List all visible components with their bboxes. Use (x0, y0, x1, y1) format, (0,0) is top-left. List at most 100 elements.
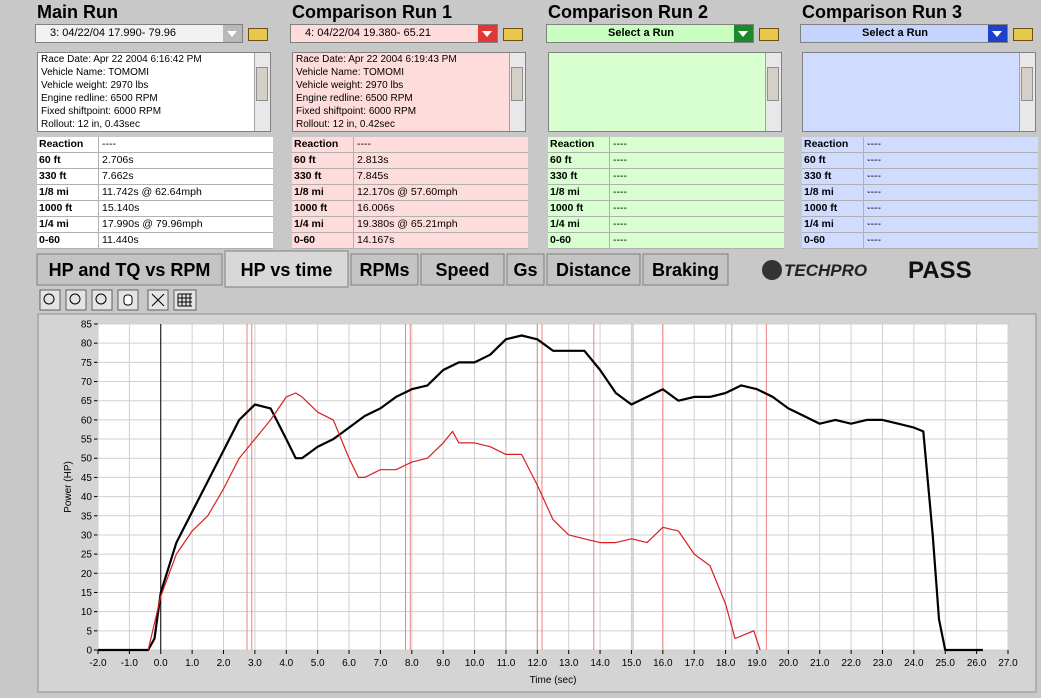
open-folder-button[interactable] (248, 28, 268, 41)
y-tick-label: 10 (81, 607, 93, 618)
stat-value: ---- (613, 154, 627, 166)
stats-row: 330 ft ---- (548, 169, 784, 185)
x-tick-label: 13.0 (559, 658, 579, 669)
x-tick-label: 15.0 (622, 658, 642, 669)
stat-value: 14.167s (357, 234, 395, 246)
selector-text: 3: 04/22/04 17.990- 79.96 (50, 27, 176, 39)
run-selector[interactable]: Select a Run (800, 24, 1008, 43)
stat-label: 1/4 mi (37, 217, 99, 232)
x-tick-label: 3.0 (248, 658, 262, 669)
zoom-out-button[interactable] (91, 289, 113, 311)
series-line (98, 334, 983, 652)
tab[interactable]: HP and TQ vs RPM (36, 253, 223, 286)
tab-label: RPMs (359, 260, 409, 280)
series-line (147, 392, 761, 651)
stats-row: 1000 ft ---- (548, 201, 784, 217)
y-tick-label: 65 (81, 396, 93, 407)
stat-value: 11.742s @ 62.64mph (102, 186, 202, 198)
icon (95, 293, 107, 305)
tab-face (36, 253, 223, 286)
stats-row: 60 ft 2.706s (37, 153, 273, 169)
run-selector[interactable]: 3: 04/22/04 17.990- 79.96 (35, 24, 243, 43)
selector-text: Select a Run (861, 27, 929, 39)
tab[interactable]: Speed (420, 253, 505, 286)
stat-value: ---- (867, 202, 881, 214)
grid-button[interactable] (173, 289, 197, 311)
stat-value: ---- (867, 186, 881, 198)
dropdown-arrow (988, 25, 1007, 42)
x-tick-label: 7.0 (373, 658, 387, 669)
tab-face (506, 253, 545, 286)
run-info-box (802, 52, 1036, 132)
logo-mark (762, 260, 782, 280)
y-tick-label: 50 (81, 454, 93, 465)
run-panel: Comparison Run 1 4: 04/22/04 19.380- 65.2… (290, 0, 530, 250)
stat-value: ---- (867, 170, 881, 182)
stat-value: ---- (867, 218, 881, 230)
tab[interactable]: HP vs time (224, 250, 349, 288)
panel-title: Comparison Run 3 (802, 2, 963, 22)
stat-label: 1000 ft (802, 201, 864, 216)
stats-row: 0-60 ---- (548, 233, 784, 249)
stats-row: 1/8 mi 11.742s @ 62.64mph (37, 185, 273, 201)
x-tick-label: 27.0 (998, 658, 1018, 669)
y-tick-label: 80 (81, 339, 93, 350)
icon (123, 294, 133, 306)
stat-label: 330 ft (37, 169, 99, 184)
zoom-rect-button[interactable] (65, 289, 87, 311)
stat-value: ---- (867, 138, 881, 150)
tab[interactable]: Braking (642, 253, 729, 286)
run-info-box: Race Date: Apr 22 2004 6:19:43 PM Vehicle… (292, 52, 526, 132)
logo-product: PASS (908, 257, 972, 284)
scrollbar (765, 53, 781, 131)
stat-value: 2.813s (357, 154, 389, 166)
stats-row: 1/8 mi ---- (802, 185, 1038, 201)
x-tick-label: -1.0 (121, 658, 139, 669)
info-line: Vehicle Name: TOMOMI (41, 67, 149, 78)
x-tick-label: 26.0 (967, 658, 987, 669)
y-tick-label: 45 (81, 473, 93, 484)
stat-value: 11.440s (102, 234, 139, 246)
stat-label: Reaction (802, 137, 864, 152)
stat-value: ---- (102, 138, 116, 150)
dropdown-arrow (734, 25, 753, 42)
stats-row: 1/4 mi ---- (802, 217, 1038, 233)
zoom-in-button[interactable] (39, 289, 61, 311)
x-tick-label: 9.0 (436, 658, 450, 669)
tab-label: HP and TQ vs RPM (49, 260, 211, 280)
run-selector[interactable]: 4: 04/22/04 19.380- 65.21 (290, 24, 498, 43)
stats-row: 0-60 11.440s (37, 233, 273, 249)
stat-value: 17.990s @ 79.96mph (102, 218, 203, 230)
x-tick-label: 16.0 (653, 658, 673, 669)
x-tick-label: 19.0 (747, 658, 767, 669)
stats-row: 1/4 mi 17.990s @ 79.96mph (37, 217, 273, 233)
stats-row: Reaction ---- (802, 137, 1038, 153)
stat-label: 1/8 mi (802, 185, 864, 200)
stat-label: 1/4 mi (802, 217, 864, 232)
open-folder-button[interactable] (759, 28, 779, 41)
scrollbar (254, 53, 270, 131)
tab[interactable]: RPMs (350, 253, 419, 286)
open-folder-button[interactable] (1013, 28, 1033, 41)
stat-label: Reaction (292, 137, 354, 152)
x-tick-label: 5.0 (311, 658, 325, 669)
stat-value: 7.662s (102, 170, 134, 182)
tab[interactable]: Gs (506, 253, 545, 286)
x-tick-label: 23.0 (873, 658, 893, 669)
scrollbar (1019, 53, 1035, 131)
tab[interactable]: Distance (546, 253, 641, 286)
x-tick-label: 10.0 (465, 658, 485, 669)
run-selector[interactable]: Select a Run (546, 24, 754, 43)
stat-value: ---- (613, 202, 627, 214)
stat-label: 1000 ft (548, 201, 610, 216)
panel-title: Comparison Run 2 (548, 2, 709, 22)
tab-label: Speed (435, 260, 489, 280)
info-line: Rollout: 12 in, 0.42sec (296, 119, 395, 130)
y-tick-label: 60 (81, 415, 93, 426)
x-tick-label: 0.0 (154, 658, 168, 669)
open-folder-button[interactable] (503, 28, 523, 41)
x-tick-label: 18.0 (716, 658, 736, 669)
stat-value: ---- (613, 234, 627, 246)
stat-value: 2.706s (102, 154, 134, 166)
